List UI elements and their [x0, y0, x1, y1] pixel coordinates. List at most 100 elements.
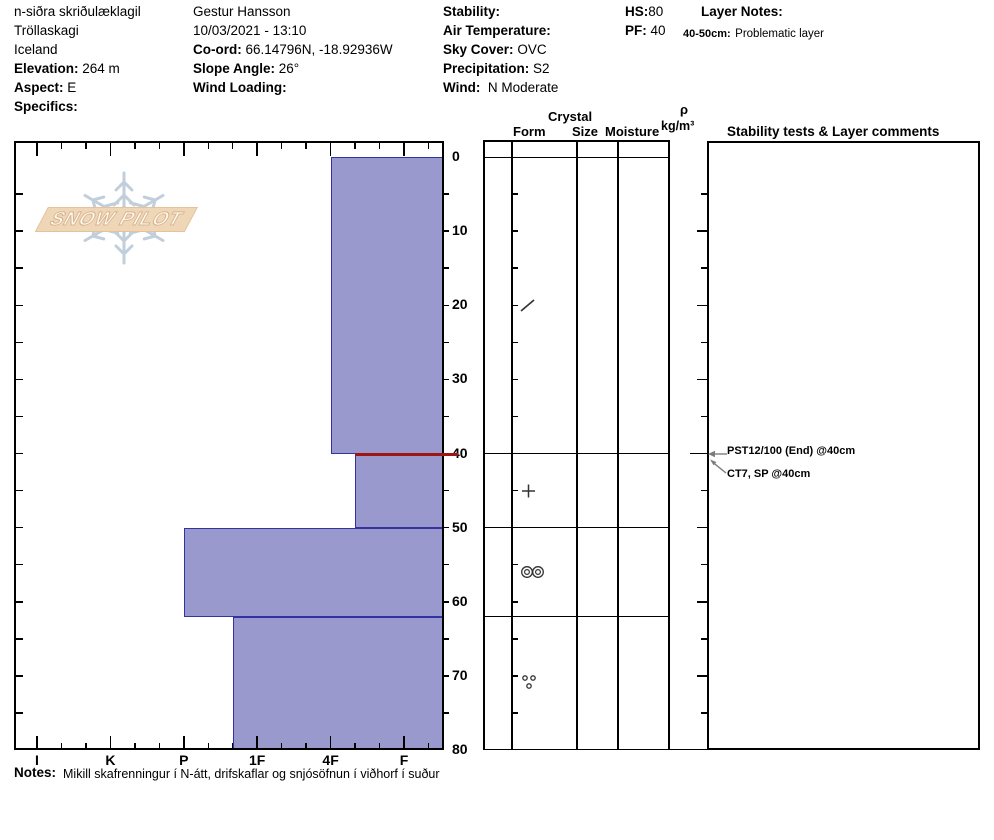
depth-tick-right: [444, 489, 449, 492]
coordinates-row: Co-ord: 66.14796N, -18.92936W: [193, 42, 393, 57]
density-col-tick: [697, 675, 707, 677]
depth-tick-left: [16, 638, 23, 640]
form-col-tick: [512, 675, 518, 677]
form-col-tick: [512, 601, 518, 603]
depth-label: 50: [452, 518, 468, 535]
hardness-tick-top: [403, 143, 405, 156]
depth-tick-right: [444, 712, 449, 714]
region-name: Tröllaskagi: [14, 23, 79, 38]
hardness-tick-top: [109, 143, 112, 156]
hardness-label: K: [105, 752, 116, 768]
grain-symbol-double-circle-dot: [521, 566, 544, 579]
layer-bar-3: [232, 616, 444, 750]
hardness-tick-bottom: [85, 743, 87, 748]
depth-tick-left: [16, 601, 23, 603]
test-arrows-icon: [708, 450, 727, 474]
hardness-tick-top: [60, 143, 63, 149]
grain-symbol-slash: [520, 299, 535, 312]
hs-row: HS:80: [625, 4, 664, 19]
hardness-tick-bottom: [329, 736, 332, 748]
hardness-tick-bottom: [158, 743, 161, 748]
layer-notes-entry: 40-50cm: Problematic layer: [683, 28, 824, 40]
hardness-tick-bottom: [207, 743, 210, 748]
header-location: n-siðra skriðulæklagil Tröllaskagi Icela…: [14, 2, 141, 116]
stability-test-label: CT7, SP @40cm: [727, 467, 811, 480]
moisture-header: Moisture: [605, 124, 660, 139]
stability-box: [707, 141, 980, 750]
size-header: Size: [572, 124, 599, 139]
slope-angle-row: Slope Angle: 26°: [193, 61, 300, 76]
header-snow-depths: HS:80 PF: 40: [625, 2, 666, 40]
density-col-tick: [697, 526, 707, 529]
table-bottom-line: [483, 748, 707, 750]
depth-tick-right: [444, 638, 449, 640]
depth-tick-right: [444, 193, 449, 195]
hardness-tick-bottom: [403, 736, 405, 748]
depth-label: 80: [452, 741, 468, 757]
depth-tick-left: [16, 193, 23, 195]
table-vline: [576, 141, 578, 750]
hardness-chart-frame: [14, 141, 444, 750]
form-col-tick: [512, 267, 518, 269]
hardness-label: P: [179, 752, 189, 768]
depth-tick-left: [16, 675, 23, 677]
sky-cover-row: Sky Cover: OVC: [443, 42, 547, 57]
hardness-tick-top: [378, 143, 381, 149]
hardness-tick-bottom: [231, 743, 234, 748]
depth-label: 10: [452, 222, 468, 239]
hardness-tick-bottom: [427, 743, 430, 748]
depth-tick-left: [16, 563, 23, 566]
density-col-tick: [697, 230, 707, 232]
depth-tick-left: [16, 526, 23, 529]
table-hline: [483, 156, 670, 159]
table-vline: [483, 141, 485, 750]
hardness-tick-top: [305, 143, 307, 149]
hardness-tick-top: [158, 143, 161, 149]
layer-bar-0: [330, 157, 444, 454]
depth-label: 20: [452, 296, 468, 313]
hardness-tick-top: [207, 143, 210, 149]
density-col-tick: [701, 712, 707, 714]
hardness-tick-bottom: [183, 736, 185, 748]
layer-bar-1: [354, 453, 444, 528]
layer-notes-title: Layer Notes:: [701, 4, 783, 19]
grain-symbol-three-small-circles: [522, 675, 536, 690]
depth-tick-left: [16, 341, 23, 344]
depth-tick-left: [16, 489, 23, 492]
hardness-tick-bottom: [134, 743, 136, 748]
form-col-tick: [512, 489, 518, 492]
depth-tick-left: [16, 415, 23, 418]
precipitation-row: Precipitation: S2: [443, 61, 550, 76]
stability-test-label: PST12/100 (End) @40cm: [727, 444, 856, 457]
density-col-tick: [697, 378, 707, 381]
form-col-tick: [512, 378, 518, 381]
depth-tick-left: [16, 452, 23, 455]
hardness-tick-top: [427, 143, 430, 149]
density-col-tick: [701, 415, 707, 418]
depth-tick-left: [16, 304, 23, 306]
depth-label: 30: [452, 370, 468, 387]
density-col-tick: [697, 304, 707, 306]
hardness-tick-bottom: [256, 736, 258, 748]
density-symbol-header: ρ: [680, 102, 689, 117]
form-col-tick: [512, 526, 518, 529]
grain-symbol-plus: [522, 484, 535, 498]
form-col-tick: [512, 638, 518, 640]
hardness-tick-top: [329, 143, 332, 156]
density-col-tick: [701, 193, 707, 195]
hardness-tick-top: [183, 143, 185, 156]
hardness-tick-top: [85, 143, 87, 149]
specifics-row: Specifics:: [14, 99, 78, 114]
depth-tick-right: [444, 378, 449, 381]
density-col-tick: [701, 638, 707, 640]
form-col-tick: [512, 193, 518, 195]
depth-tick-right: [444, 341, 449, 344]
hardness-label: F: [399, 752, 409, 768]
density-col-tick: [701, 489, 707, 492]
observation-datetime: 10/03/2021 - 13:10: [193, 23, 307, 38]
form-col-tick: [512, 712, 518, 714]
form-header: Form: [513, 124, 546, 139]
air-temp-row: Air Temperature:: [443, 23, 551, 38]
depth-tick-right: [444, 304, 449, 306]
